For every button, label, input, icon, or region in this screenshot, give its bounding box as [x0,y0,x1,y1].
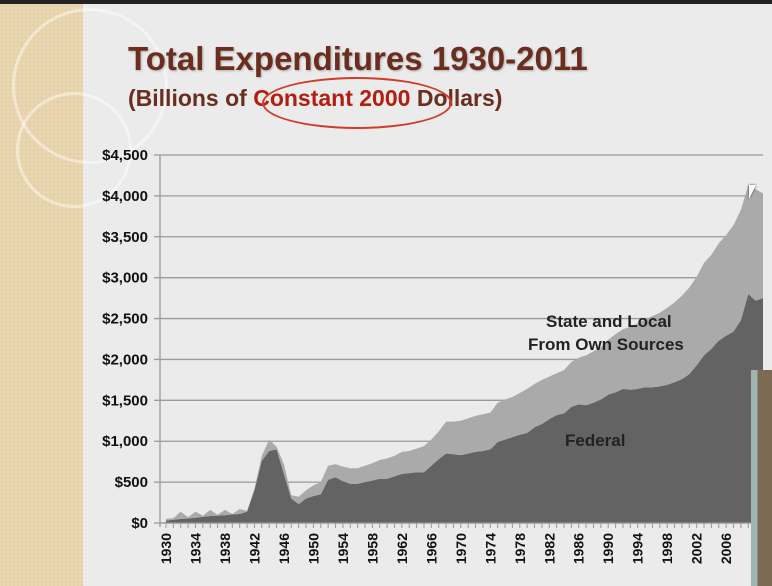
y-tick-label: $1,000 [102,433,148,450]
x-tick-label: 1946 [276,533,292,564]
x-tick-label: 1998 [659,533,675,564]
federal-area [166,294,763,523]
highlight-circle-annotation [262,77,452,129]
y-tick-label: $2,500 [102,311,148,328]
window-top-bar [0,0,772,4]
x-tick-label: 1974 [482,533,498,564]
state-local-label-line2: From Own Sources [528,335,684,354]
x-tick-label: 1962 [394,533,410,564]
y-tick-label: $4,000 [102,188,148,205]
y-tick-label: $1,500 [102,392,148,409]
x-tick-label: 1994 [630,533,646,564]
y-tick-label: $4,500 [102,147,148,164]
x-tick-label: 1990 [600,533,616,564]
state-local-area [166,185,763,521]
federal-label: Federal [565,431,625,450]
slide-title: Total Expenditures 1930-2011 [128,40,588,77]
x-tick-label: 1934 [187,533,203,564]
x-tick-label: 1978 [512,533,528,564]
x-tick-label: 1950 [305,533,321,564]
decorative-ring [16,92,132,208]
decorative-side-strip [0,4,168,586]
x-tick-label: 1938 [217,533,233,564]
x-tick-label: 1930 [158,533,174,564]
x-tick-label: 1942 [246,533,262,564]
x-tick-label: 1966 [423,533,439,564]
subtitle-prefix: (Billions of [128,85,254,111]
x-tick-label: 1970 [453,533,469,564]
state-local-label-line1: State and Local [546,312,672,331]
x-tick-label: 1954 [335,533,351,564]
y-tick-label: $3,500 [102,229,148,246]
y-tick-label: $2,000 [102,351,148,368]
x-tick-label: 1982 [541,533,557,564]
mouse-cursor-icon [749,185,756,199]
y-tick-label: $3,000 [102,270,148,287]
video-overlay [751,370,772,586]
y-tick-label: $500 [115,474,148,491]
x-tick-label: 2006 [718,533,734,564]
x-tick-label: 1986 [571,533,587,564]
y-tick-label: $0 [131,515,148,532]
x-tick-label: 1958 [364,533,380,564]
x-tick-label: 2002 [689,533,705,564]
